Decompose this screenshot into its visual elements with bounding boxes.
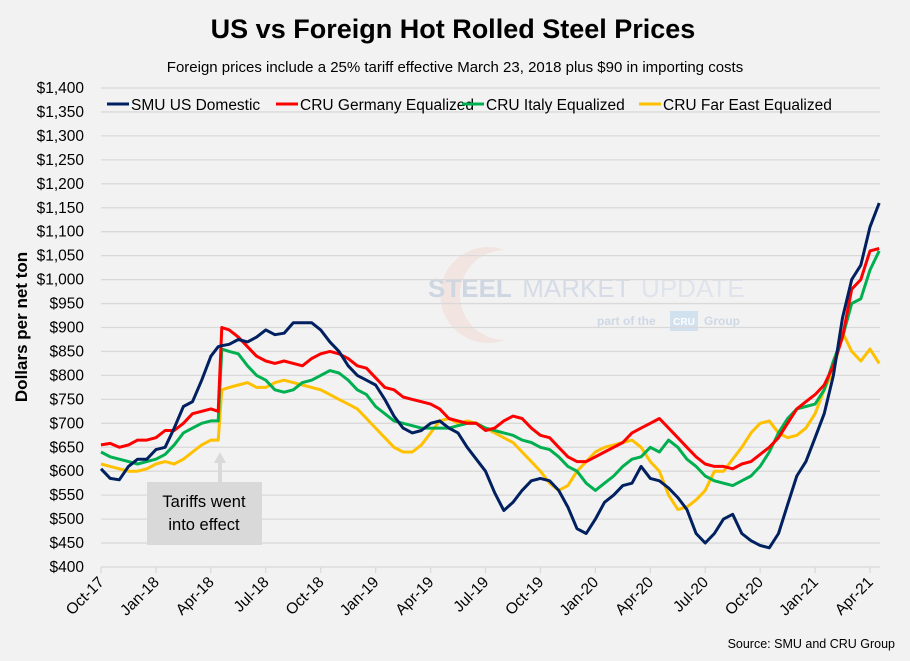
y-tick-label: $1,050 bbox=[37, 248, 85, 265]
y-tick-label: $1,400 bbox=[37, 80, 85, 97]
legend-item: SMU US Domestic bbox=[107, 97, 260, 114]
chart-title: US vs Foreign Hot Rolled Steel Prices bbox=[211, 14, 696, 44]
legend-item: CRU Far East Equalized bbox=[639, 97, 832, 114]
y-axis-ticks: $400 $450 $500 $550 $600 $650 $700 $750 $800 $850… bbox=[37, 80, 85, 576]
series-line-smu-us-domestic bbox=[99, 202, 881, 550]
watermark-cru-badge bbox=[670, 311, 698, 331]
y-axis-label: Dollars per net ton bbox=[12, 252, 31, 402]
watermark-text-suffix: Group bbox=[704, 314, 740, 328]
source-note: Source: SMU and CRU Group bbox=[728, 637, 895, 651]
annotation-text: Tariffs went bbox=[162, 493, 246, 511]
y-tick-label: $400 bbox=[50, 559, 85, 576]
series-line-cru-germany-equalized bbox=[100, 247, 880, 471]
annotation: Tariffs went into effect bbox=[147, 452, 262, 545]
y-tick-label: $800 bbox=[50, 367, 85, 384]
y-tick-label: $1,300 bbox=[37, 128, 85, 145]
legend: SMU US Domestic CRU Germany Equalized CRU … bbox=[107, 97, 832, 114]
legend-item: CRU Germany Equalized bbox=[276, 97, 474, 114]
y-tick-label: $450 bbox=[50, 535, 85, 552]
watermark-crescent-icon bbox=[440, 246, 505, 343]
y-tick-label: $1,000 bbox=[37, 272, 85, 289]
y-tick-label: $1,150 bbox=[37, 200, 85, 217]
legend-label: CRU Germany Equalized bbox=[300, 97, 474, 114]
y-tick-label: $650 bbox=[50, 439, 85, 456]
legend-label: CRU Far East Equalized bbox=[663, 97, 832, 114]
legend-item: CRU Italy Equalized bbox=[462, 97, 625, 114]
y-tick-label: $500 bbox=[50, 511, 85, 528]
y-tick-label: $550 bbox=[50, 487, 85, 504]
annotation-arrow-icon bbox=[214, 452, 227, 463]
chart-subtitle: Foreign prices include a 25% tariff effe… bbox=[167, 59, 743, 76]
y-tick-label: $1,200 bbox=[37, 176, 85, 193]
series-line-cru-italy-equalized bbox=[100, 250, 881, 492]
y-tick-label: $900 bbox=[50, 320, 85, 337]
watermark-logo: STEEL MARKET UPDATE part of the CRU Grou… bbox=[428, 246, 745, 343]
y-tick-label: $700 bbox=[50, 415, 85, 432]
watermark-text-prefix: part of the bbox=[597, 314, 656, 328]
y-tick-label: $600 bbox=[50, 463, 85, 480]
series-lines bbox=[99, 202, 881, 550]
y-tick-label: $1,250 bbox=[37, 152, 85, 169]
y-tick-label: $850 bbox=[50, 343, 85, 360]
annotation-box bbox=[147, 482, 262, 545]
watermark-text-line1: STEEL MARKET UPDATE bbox=[428, 273, 745, 303]
y-tick-label: $1,100 bbox=[37, 224, 85, 241]
y-tick-label: $750 bbox=[50, 391, 85, 408]
legend-label: SMU US Domestic bbox=[131, 97, 260, 114]
y-tick-label: $950 bbox=[50, 296, 85, 313]
annotation-arrow-shaft bbox=[218, 462, 223, 484]
y-tick-label: $1,350 bbox=[37, 104, 85, 121]
watermark-badge-text: CRU bbox=[673, 317, 695, 328]
legend-label: CRU Italy Equalized bbox=[486, 97, 625, 114]
annotation-text: into effect bbox=[168, 516, 240, 534]
